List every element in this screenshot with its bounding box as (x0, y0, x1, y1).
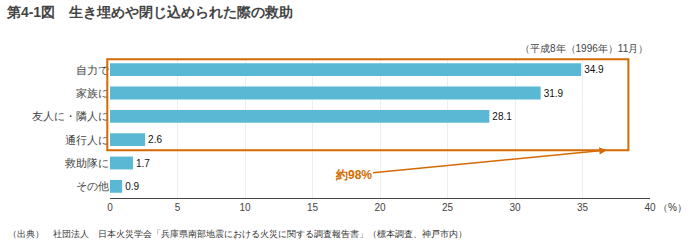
svg-text:35: 35 (577, 202, 589, 213)
svg-text:（平成8年（1996年）11月）: （平成8年（1996年）11月） (520, 43, 648, 54)
svg-text:通行人に: 通行人に (65, 134, 109, 146)
svg-text:20: 20 (374, 202, 386, 213)
svg-text:34.9: 34.9 (584, 64, 604, 75)
svg-text:救助隊に: 救助隊に (64, 157, 109, 169)
svg-text:家族に: 家族に (76, 87, 109, 99)
svg-text:30: 30 (509, 202, 521, 213)
svg-text:（出典） 社団法人 日本火災学会「兵庫県南部地震における火災: （出典） 社団法人 日本火災学会「兵庫県南部地震における火災に関する調査報告書」… (8, 229, 467, 239)
svg-text:0.9: 0.9 (125, 181, 139, 192)
svg-text:自力で: 自力で (76, 64, 110, 76)
svg-text:（%）: （%） (658, 202, 687, 213)
svg-text:31.9: 31.9 (544, 88, 564, 99)
svg-text:25: 25 (442, 202, 454, 213)
svg-text:友人に・隣人に: 友人に・隣人に (32, 110, 109, 122)
svg-text:0: 0 (107, 202, 113, 213)
svg-text:約98%: 約98% (335, 168, 372, 182)
svg-text:5: 5 (175, 202, 181, 213)
svg-text:28.1: 28.1 (492, 111, 512, 122)
svg-text:その他: その他 (76, 180, 109, 192)
svg-text:10: 10 (239, 202, 251, 213)
svg-text:第4-1図 生き埋めや閉じ込められた際の救助: 第4-1図 生き埋めや閉じ込められた際の救助 (6, 4, 293, 20)
svg-text:2.6: 2.6 (148, 134, 162, 145)
svg-text:15: 15 (307, 202, 319, 213)
svg-text:40: 40 (644, 202, 656, 213)
svg-text:1.7: 1.7 (136, 158, 150, 169)
